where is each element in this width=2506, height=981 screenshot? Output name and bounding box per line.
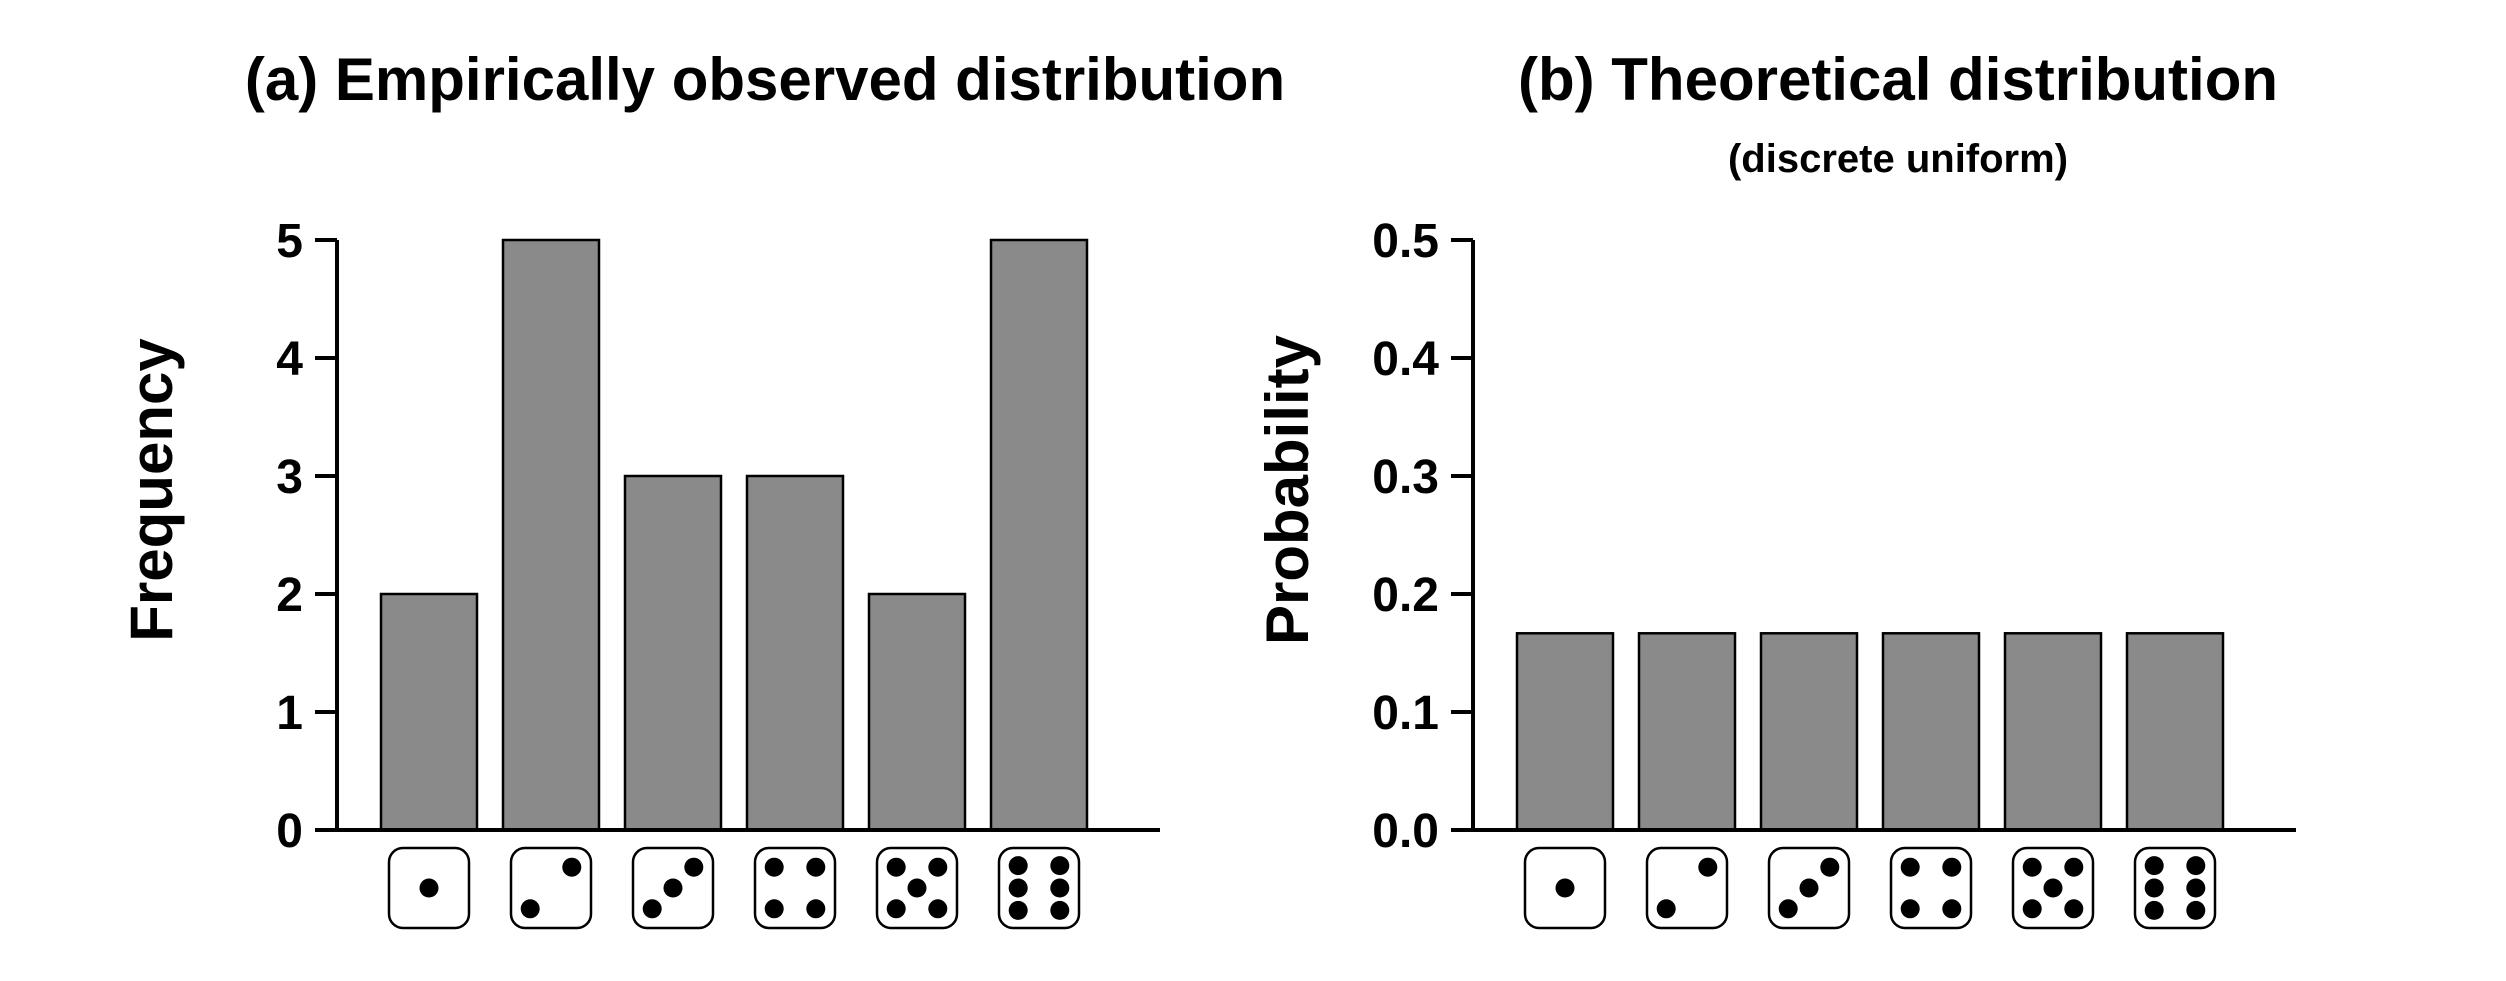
die-pip	[2064, 857, 2084, 877]
panel-b-bar-5	[2003, 632, 2103, 832]
die-face-outline	[753, 846, 837, 930]
die-face-outline	[1889, 846, 1973, 930]
panel-a-bar-4	[745, 474, 845, 832]
die-pip	[764, 857, 784, 877]
die-face-5-icon	[2011, 846, 2095, 930]
panel-a-bar-2	[501, 238, 601, 832]
die-pip	[1820, 857, 1840, 877]
die-pip	[642, 899, 662, 919]
die-pip	[1900, 857, 1920, 877]
die-pip	[1008, 878, 1028, 898]
die-pip	[806, 899, 826, 919]
panel-b-bar-3	[1759, 632, 1859, 832]
die-pip	[562, 857, 582, 877]
die-face-4-icon	[1889, 846, 1973, 930]
die-face-3-icon	[631, 846, 715, 930]
die-face-6-icon	[2133, 846, 2217, 930]
die-pip	[2186, 900, 2206, 920]
panel-a-x-tick-icons	[387, 846, 1081, 930]
die-pip	[1900, 899, 1920, 919]
die-pip	[1656, 899, 1676, 919]
panel-b-y-tick-label-3: 0.3	[1372, 451, 1439, 504]
panel-a-y-tick-label-4: 4	[276, 333, 303, 386]
panel-a-y-tick-label-5: 5	[276, 215, 303, 268]
die-pip	[2043, 878, 2063, 898]
panel-b-y-axis-label: Probability	[1254, 334, 1321, 645]
die-pip	[1008, 900, 1028, 920]
die-face-2-icon	[509, 846, 593, 930]
panel-a-bar-3	[623, 474, 723, 832]
panel-a-bars	[379, 238, 1089, 832]
panel-a-bar-6	[989, 238, 1089, 832]
die-pip	[1698, 857, 1718, 877]
die-pip	[1942, 857, 1962, 877]
panel-a-title: (a) Empirically observed distribution	[245, 46, 1285, 113]
die-pip	[520, 899, 540, 919]
die-pip	[2144, 900, 2164, 920]
panel-a: (a) Empirically observed distribution Fr…	[118, 46, 1285, 930]
die-face-outline	[509, 846, 593, 930]
panel-a-y-tick-label-1: 1	[276, 687, 303, 740]
die-pip	[1942, 899, 1962, 919]
die-face-2-icon	[1645, 846, 1729, 930]
panel-a-y-axis-label: Frequency	[118, 338, 185, 642]
die-pip	[1050, 878, 1070, 898]
panel-b: (b) Theoretical distribution (discrete u…	[1254, 46, 2296, 930]
die-pip	[2064, 899, 2084, 919]
panel-b-bar-1	[1515, 632, 1615, 832]
die-pip	[1799, 878, 1819, 898]
panel-a-y-tick-label-2: 2	[276, 569, 303, 622]
die-face-5-icon	[875, 846, 959, 930]
panel-b-bar-4	[1881, 632, 1981, 832]
die-face-1-icon	[1523, 846, 1607, 930]
panel-b-title: (b) Theoretical distribution	[1518, 46, 2278, 113]
panel-b-y-tick-label-5: 0.5	[1372, 215, 1439, 268]
panel-b-y-tick-label-0: 0.0	[1372, 805, 1439, 858]
die-pip	[886, 857, 906, 877]
panel-a-bar-5	[867, 592, 967, 832]
die-pip	[663, 878, 683, 898]
die-face-1-icon	[387, 846, 471, 930]
die-pip	[684, 857, 704, 877]
panel-b-y-tick-label-1: 0.1	[1372, 687, 1439, 740]
die-pip	[764, 899, 784, 919]
panel-b-bar-6	[2125, 632, 2225, 832]
die-pip	[928, 857, 948, 877]
panel-b-subtitle: (discrete uniform)	[1728, 137, 2068, 181]
die-pip	[2144, 856, 2164, 876]
panel-a-y-tick-label-0: 0	[276, 805, 303, 858]
die-pip	[1778, 899, 1798, 919]
die-pip	[1555, 878, 1575, 898]
panel-a-y-ticks: 0 1 2 3 4 5	[276, 215, 337, 858]
die-face-outline	[1645, 846, 1729, 930]
die-pip	[806, 857, 826, 877]
die-pip	[907, 878, 927, 898]
panel-b-y-ticks: 0.0 0.1 0.2 0.3 0.4 0.5	[1372, 215, 1473, 858]
die-face-3-icon	[1767, 846, 1851, 930]
panel-a-bar-1	[379, 592, 479, 832]
panel-b-y-tick-label-4: 0.4	[1372, 333, 1439, 386]
die-face-4-icon	[753, 846, 837, 930]
die-pip	[1050, 856, 1070, 876]
die-pip	[2022, 857, 2042, 877]
panel-b-bar-2	[1637, 632, 1737, 832]
die-pip	[2022, 899, 2042, 919]
die-pip	[419, 878, 439, 898]
die-pip	[2186, 878, 2206, 898]
die-face-6-icon	[997, 846, 1081, 930]
panel-b-bars	[1515, 632, 2225, 832]
die-pip	[886, 899, 906, 919]
die-pip	[1008, 856, 1028, 876]
die-pip	[928, 899, 948, 919]
panel-b-x-tick-icons	[1523, 846, 2217, 930]
die-pip	[2144, 878, 2164, 898]
panel-b-y-tick-label-2: 0.2	[1372, 569, 1439, 622]
die-pip	[1050, 900, 1070, 920]
panel-a-y-tick-label-3: 3	[276, 451, 303, 504]
die-pip	[2186, 856, 2206, 876]
